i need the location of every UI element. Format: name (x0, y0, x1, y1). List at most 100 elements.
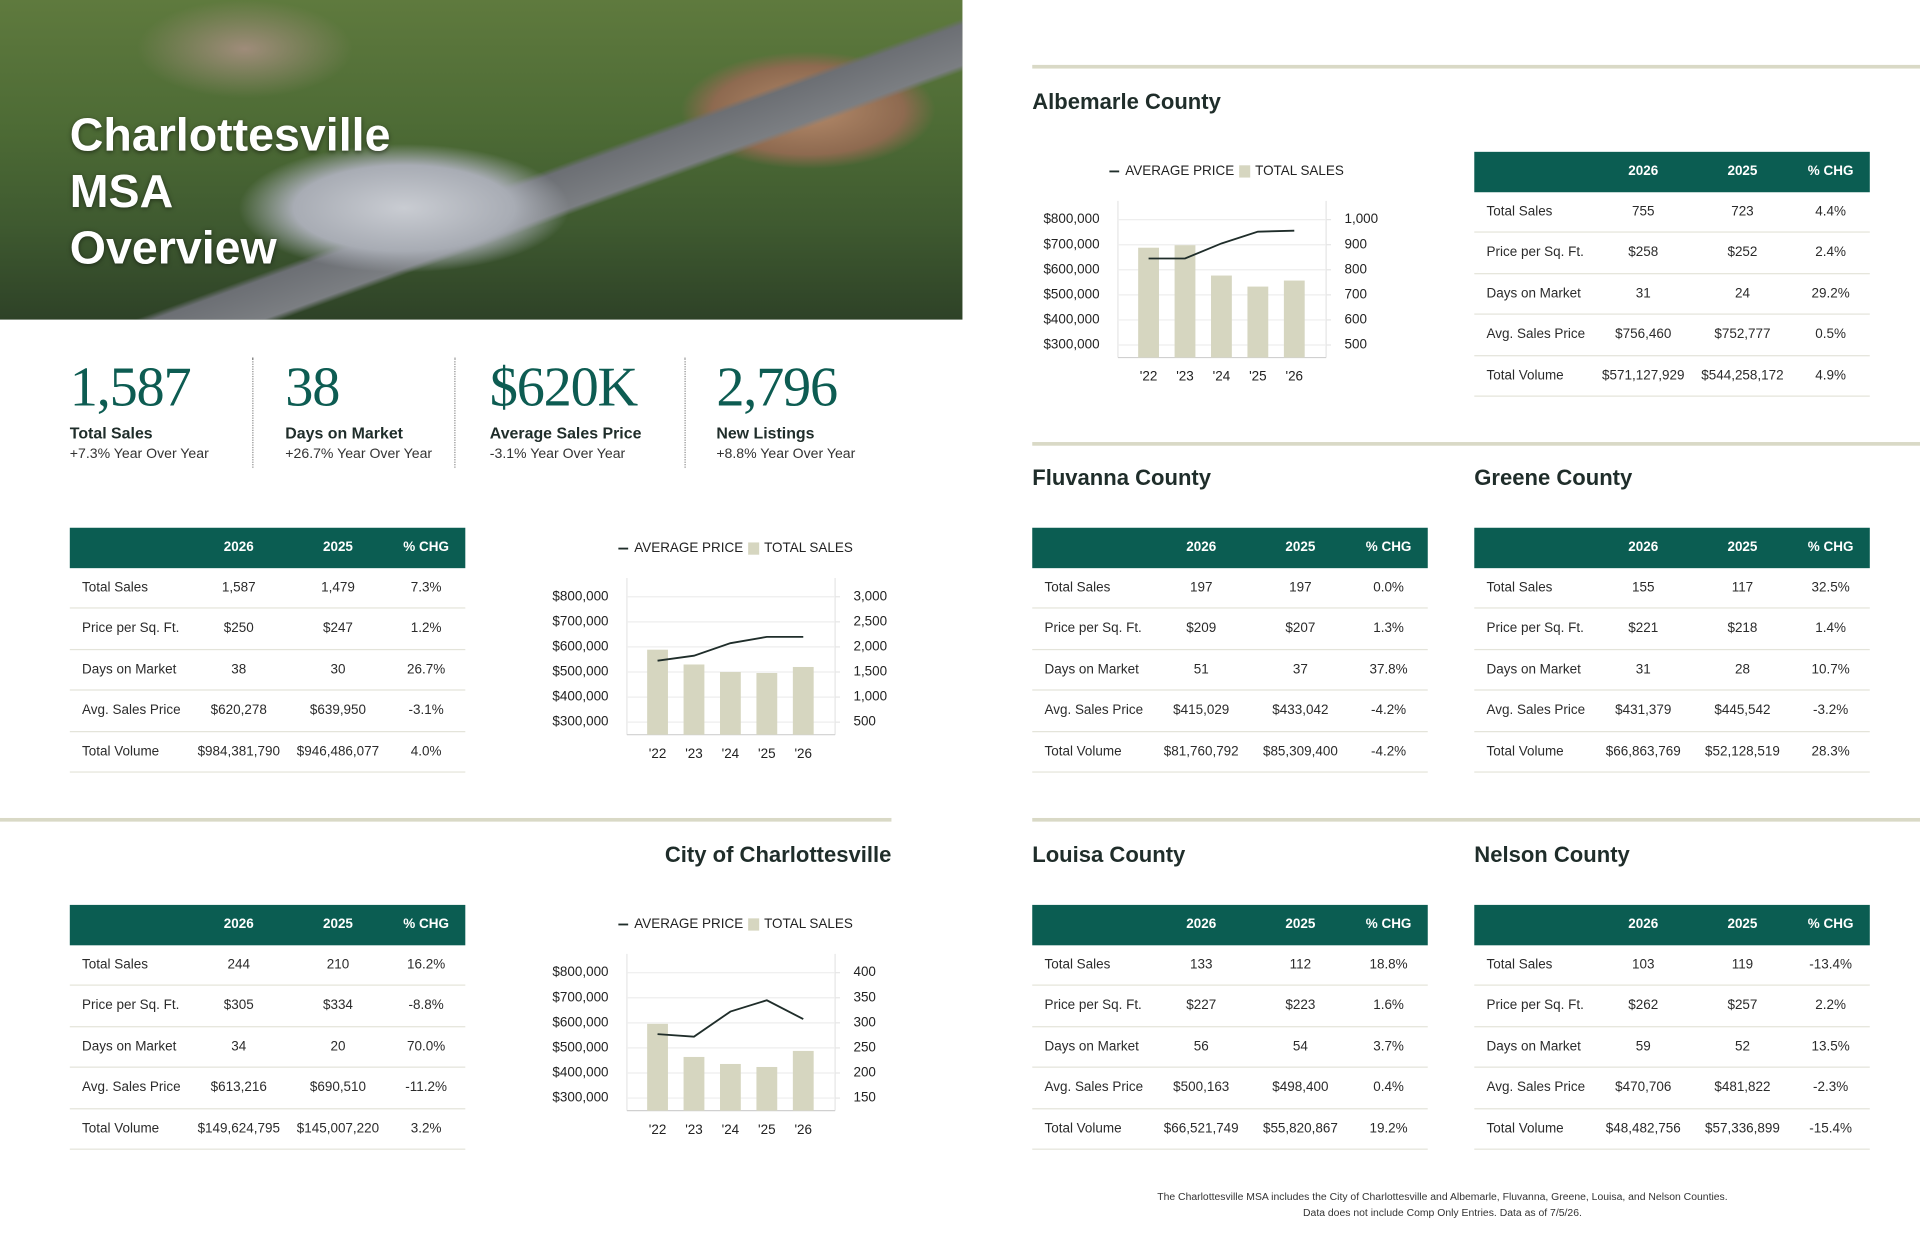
cell: $756,460 (1615, 327, 1672, 342)
table-row: Days on Market 56 54 3.7% (1032, 1027, 1428, 1068)
y-tick-label: $800,000 (1043, 211, 1099, 226)
footnote: Data does not include Comp Only Entries.… (1303, 1206, 1582, 1219)
table-row: Price per Sq. Ft. $209 $207 1.3% (1032, 609, 1428, 650)
row-label: Total Volume (82, 743, 160, 759)
cell: $223 (1285, 998, 1316, 1014)
row-label: Total Sales (1044, 580, 1111, 596)
table-row: Total Sales 755 723 4.4% (1474, 192, 1870, 234)
row-label: Days on Market (82, 662, 177, 677)
legend-label: TOTAL SALES (764, 540, 853, 555)
cell: 19.2% (1369, 1121, 1408, 1136)
bar (1247, 286, 1269, 358)
y-tick-label: $500,000 (1043, 286, 1099, 301)
cell: 119 (1731, 957, 1754, 973)
table-row: Total Sales 197 197 0.0% (1032, 568, 1428, 610)
divider (252, 357, 254, 468)
table-row: Days on Market 59 52 13.5% (1474, 1027, 1870, 1068)
y-tick-label: $600,000 (552, 638, 608, 653)
cell: 16.2% (407, 957, 446, 973)
hero-title: Charlottesville MSA Overview (70, 108, 391, 277)
cell: 18.8% (1369, 957, 1408, 973)
cell: $481,822 (1714, 1080, 1771, 1095)
cell: 28.3% (1811, 743, 1850, 759)
cell: -3.2% (1813, 703, 1849, 718)
cell: 20 (330, 1039, 346, 1055)
x-tick-label: '25 (758, 746, 776, 761)
cell: 51 (1193, 662, 1209, 677)
row-label: Total Sales (82, 580, 148, 596)
stat-value: $620K (489, 355, 638, 418)
column-header: % CHG (1365, 540, 1412, 555)
cell: 2.4% (1815, 245, 1846, 261)
column-header: 2026 (223, 917, 254, 932)
bar (1138, 247, 1159, 358)
cell: $252 (1727, 245, 1758, 261)
stat-label: Total Sales (69, 423, 153, 443)
cell: $81,760,792 (1163, 743, 1239, 759)
row-label: Total Sales (1486, 580, 1553, 596)
chart: $300,000 $400,000 $500,000 $600,000 $700,000… (552, 540, 887, 761)
bar (647, 1023, 668, 1111)
cell: 29.2% (1811, 286, 1850, 301)
cell: $498,400 (1272, 1080, 1329, 1095)
x-tick-label: '24 (722, 746, 740, 761)
cell: $221 (1628, 621, 1659, 636)
cell: $415,029 (1173, 703, 1230, 718)
column-header: 2026 (1628, 164, 1659, 179)
row-label: Price per Sq. Ft. (82, 621, 180, 636)
row-label: Total Sales (1486, 957, 1553, 973)
table-row: Avg. Sales Price $613,216 $690,510 -11.2% (69, 1068, 466, 1109)
y-tick-label: $600,000 (1043, 261, 1099, 276)
table: 2026 2025 % CHG Total Sales 133 112 18.8% Price… (1032, 904, 1428, 1150)
cell: $66,521,749 (1163, 1121, 1239, 1136)
stat-label: Average Sales Price (489, 423, 642, 443)
table-row: Days on Market 31 28 10.7% (1474, 650, 1870, 691)
cell: $66,863,769 (1605, 743, 1681, 759)
y2-tick-label: 500 (1344, 337, 1366, 352)
y-tick-label: $400,000 (552, 1065, 608, 1080)
cell: $57,336,899 (1704, 1121, 1780, 1136)
legend-label: AVERAGE PRICE (634, 916, 743, 931)
row-label: Avg. Sales Price (1486, 327, 1586, 342)
y-tick-label: $300,000 (552, 714, 608, 729)
table-header: 2026 2025 % CHG (1474, 904, 1870, 946)
table-row: Total Sales 133 112 18.8% (1032, 945, 1428, 987)
table-row: Total Sales 1,587 1,479 7.3% (69, 568, 466, 610)
line (657, 635, 804, 662)
bar (756, 673, 778, 735)
cell: $85,309,400 (1262, 743, 1338, 759)
cell: 31 (1635, 662, 1651, 677)
column-header: 2025 (1727, 164, 1758, 179)
x-tick-label: '25 (1249, 369, 1267, 384)
cell: 1.2% (410, 621, 442, 636)
x-tick-label: '25 (758, 1122, 776, 1137)
cell: 3.7% (1373, 1039, 1404, 1055)
y2-tick-label: 300 (853, 1014, 875, 1029)
bar (1174, 245, 1196, 358)
bar (1283, 280, 1305, 358)
cell: $55,820,867 (1262, 1121, 1338, 1136)
y-tick-label: $400,000 (552, 689, 608, 704)
row-label: Total Sales (1044, 957, 1111, 973)
chart: $300,000 $400,000 $500,000 $600,000 $700,000… (1043, 163, 1378, 384)
bar (792, 666, 814, 735)
cell: 24 (1734, 286, 1750, 301)
row-label: Total Volume (82, 1121, 160, 1136)
cell: $149,624,795 (197, 1121, 280, 1136)
y2-tick-label: 1,000 (1344, 211, 1378, 226)
cell: $145,007,220 (296, 1121, 380, 1136)
cell: 755 (1632, 204, 1655, 220)
y2-tick-label: 400 (853, 964, 875, 979)
stat-change: +26.7% Year Over Year (285, 446, 433, 462)
table-row: Total Volume $48,482,756 $57,336,899 -15.4% (1474, 1109, 1870, 1150)
row-label: Days on Market (1044, 662, 1139, 677)
cell: $257 (1727, 998, 1758, 1014)
table: 2026 2025 % CHG Total Sales 103 119 -13.4% Pric… (1474, 904, 1870, 1150)
cell: 10.7% (1811, 662, 1850, 677)
row-label: Total Volume (1486, 368, 1564, 383)
legend-label: TOTAL SALES (1255, 163, 1344, 178)
column-header: % CHG (403, 540, 449, 555)
y2-tick-label: 1,500 (853, 664, 887, 679)
